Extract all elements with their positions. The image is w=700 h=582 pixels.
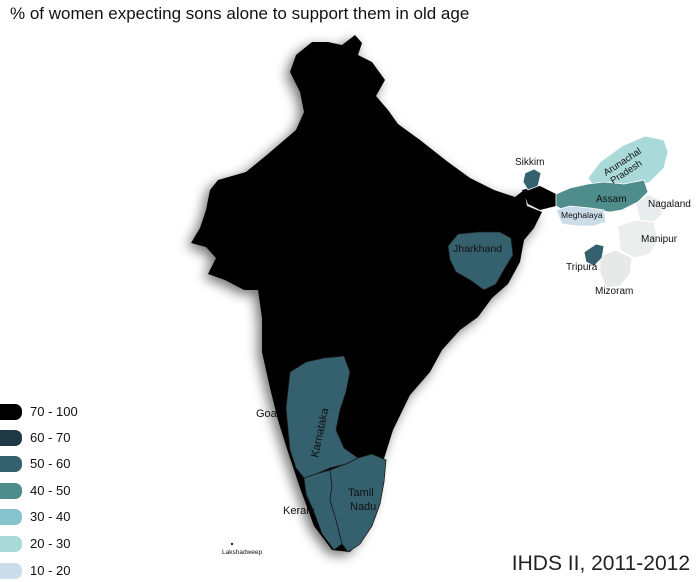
- label-goa: Goa: [256, 408, 278, 420]
- label-nagaland: Nagaland: [648, 199, 691, 210]
- legend-label: 20 - 30: [30, 536, 71, 551]
- lakshadweep-marker: [230, 542, 234, 546]
- label-kerala: Kerala: [283, 505, 316, 517]
- legend-label: 70 - 100: [30, 404, 78, 419]
- legend-item: 70 - 100: [0, 402, 120, 422]
- legend-swatch: [0, 536, 22, 552]
- region-sikkim: [522, 168, 542, 191]
- region-mizoram: [599, 249, 633, 289]
- region-india-mainland: [191, 35, 542, 552]
- legend-swatch: [0, 483, 22, 499]
- region-tamil-nadu: [329, 453, 387, 553]
- legend-item: 10 - 20: [0, 561, 120, 581]
- label-tamil-nadu-1: Tamil: [348, 487, 374, 499]
- region-tripura: [583, 243, 605, 267]
- label-tamil-nadu-2: Nadu: [350, 501, 376, 513]
- region-jharkhand: [447, 231, 514, 291]
- legend-swatch: [0, 404, 22, 420]
- region-manipur: [617, 219, 659, 259]
- legend-label: 60 - 70: [30, 430, 71, 445]
- label-meghalaya: Meghalaya: [561, 210, 603, 220]
- legend-item: 20 - 30: [0, 534, 120, 554]
- label-assam: Assam: [596, 194, 627, 205]
- label-lakshadweep: Lakshadweep: [222, 549, 262, 556]
- label-sikkim: Sikkim: [515, 157, 544, 168]
- legend-item: 30 - 40: [0, 507, 120, 527]
- map-title: % of women expecting sons alone to suppo…: [10, 4, 470, 23]
- region-meghalaya: [555, 205, 607, 227]
- legend-swatch: [0, 563, 22, 579]
- legend-item: 60 - 70: [0, 428, 120, 448]
- legend-swatch: [0, 509, 22, 525]
- label-manipur: Manipur: [641, 234, 678, 245]
- legend-label: 40 - 50: [30, 483, 71, 498]
- label-mizoram: Mizoram: [595, 286, 633, 297]
- legend-label: 10 - 20: [30, 563, 71, 578]
- label-jharkhand: Jharkhand: [453, 243, 502, 255]
- legend-label: 50 - 60: [30, 456, 71, 471]
- legend-item: 40 - 50: [0, 481, 120, 501]
- region-siliguri-corridor: [522, 186, 556, 210]
- legend-swatch: [0, 430, 22, 446]
- source-caption: IHDS II, 2011-2012: [511, 552, 690, 575]
- legend-swatch: [0, 456, 22, 472]
- label-tripura: Tripura: [566, 262, 598, 273]
- legend-label: 30 - 40: [30, 509, 71, 524]
- region-nagaland: [635, 193, 663, 223]
- legend-item: 50 - 60: [0, 454, 120, 474]
